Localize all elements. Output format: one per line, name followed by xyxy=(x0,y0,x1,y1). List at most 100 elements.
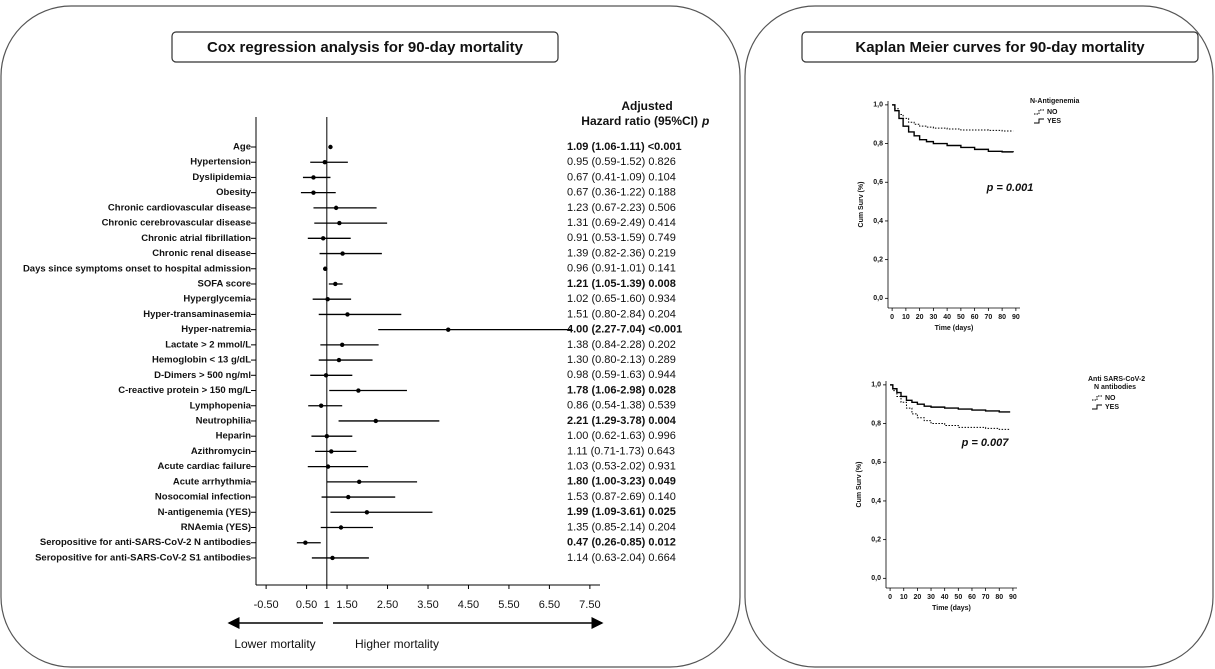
x-tick-label: 5.50 xyxy=(498,599,519,611)
y-tick-label: 1,0 xyxy=(871,382,881,389)
legend-symbol xyxy=(1092,404,1102,410)
row-label: Acute arrhythmia xyxy=(173,476,252,487)
point-estimate xyxy=(325,464,331,469)
x-tick-label: 2.50 xyxy=(377,599,398,611)
y-tick-label: 0,8 xyxy=(873,140,883,147)
point-estimate xyxy=(328,144,333,150)
x-tick-label: -0.50 xyxy=(254,599,279,611)
value-label: 4.00 (2.27-7.04) <0.001 xyxy=(567,324,682,336)
point-estimate xyxy=(333,281,338,287)
x-tick-label: 50 xyxy=(957,314,965,321)
point-estimate xyxy=(364,510,370,515)
legend-label: YES xyxy=(1105,404,1119,411)
value-label: 0.67 (0.41-1.09) 0.104 xyxy=(567,171,676,183)
value-label: 1.02 (0.65-1.60) 0.934 xyxy=(567,293,676,305)
title-box xyxy=(801,31,1199,63)
point-estimate xyxy=(311,190,316,195)
x-tick-label: 80 xyxy=(998,314,1006,321)
x-tick-label: 30 xyxy=(929,314,937,321)
row-label: Lymphopenia xyxy=(190,400,252,411)
point-estimate xyxy=(311,175,316,180)
column-header-p: p xyxy=(701,114,709,128)
chart-title: Cox regression analysis for 90-day morta… xyxy=(207,39,524,56)
y-tick-label: 0,4 xyxy=(873,218,883,225)
x-tick-label: 4.50 xyxy=(458,599,479,611)
x-tick-label: 40 xyxy=(941,594,949,601)
value-label: 0.91 (0.53-1.59) 0.749 xyxy=(567,232,676,244)
survival-curve xyxy=(892,104,1014,153)
point-estimate xyxy=(357,479,362,485)
point-estimate xyxy=(320,236,326,241)
legend-symbol xyxy=(1034,109,1044,115)
value-label: 1.30 (0.80-2.13) 0.289 xyxy=(567,354,676,366)
value-label: 1.11 (0.71-1.73) 0.643 xyxy=(567,445,675,457)
value-label: 1.39 (0.82-2.36) 0.219 xyxy=(567,247,676,259)
x-tick-label: 0 xyxy=(888,594,892,601)
x-tick-label: 30 xyxy=(927,594,935,601)
value-label: 0.86 (0.54-1.38) 0.539 xyxy=(567,400,676,412)
y-tick-label: 0,2 xyxy=(871,536,881,543)
x-tick-label: 90 xyxy=(1009,594,1017,601)
row-label: N-antigenemia (YES) xyxy=(158,507,251,518)
point-estimate xyxy=(329,449,334,454)
point-estimate xyxy=(340,251,345,256)
survival-curve xyxy=(890,384,1011,430)
y-axis-title: Cum Surv (%) xyxy=(858,182,865,228)
row-label: Hyper-natremia xyxy=(181,324,251,335)
row-label: Hemoglobin < 13 g/dL xyxy=(152,355,251,366)
value-label: 1.31 (0.69-2.49) 0.414 xyxy=(567,217,676,229)
left-panel xyxy=(0,5,741,668)
row-label: Chronic cardiovascular disease xyxy=(108,202,251,213)
row-label: Chronic cerebrovascular disease xyxy=(102,218,251,229)
value-label: 1.53 (0.87-2.69) 0.140 xyxy=(567,491,676,503)
point-estimate xyxy=(338,525,344,530)
x-tick-label: 60 xyxy=(968,594,976,601)
row-label: Dyslipidemia xyxy=(192,172,251,183)
row-label: Acute cardiac failure xyxy=(158,461,251,472)
legend-label: NO xyxy=(1105,395,1116,402)
point-estimate xyxy=(333,205,339,211)
point-estimate xyxy=(324,433,330,439)
x-tick-label: 6.50 xyxy=(539,599,560,611)
x-tick-label: 50 xyxy=(954,594,962,601)
right-panel xyxy=(744,5,1214,668)
survival-curve xyxy=(890,384,1011,413)
x-tick-label: 40 xyxy=(943,314,951,321)
value-label: 1.80 (1.00-3.23) 0.049 xyxy=(567,476,676,488)
title-box xyxy=(171,31,559,63)
row-label: Hypertension xyxy=(190,157,251,168)
point-estimate xyxy=(373,418,378,424)
column-header: Adjusted xyxy=(621,99,672,113)
point-estimate xyxy=(340,342,345,348)
x-tick-label: 60 xyxy=(971,314,979,321)
y-tick-label: 0,2 xyxy=(873,256,883,263)
x-tick-label: 20 xyxy=(916,314,924,321)
point-estimate xyxy=(330,555,335,561)
point-estimate xyxy=(346,494,351,500)
row-label: D-Dimers > 500 ng/ml xyxy=(154,370,251,381)
x-tick-label: 70 xyxy=(984,314,992,321)
row-label: RNAemia (YES) xyxy=(181,522,251,533)
value-label: 0.47 (0.26-0.85) 0.012 xyxy=(567,537,676,549)
x-tick-label: 20 xyxy=(913,594,921,601)
y-tick-label: 0,8 xyxy=(871,420,881,427)
x-tick-label: 1.50 xyxy=(336,599,357,611)
value-label: 1.03 (0.53-2.02) 0.931 xyxy=(567,461,676,473)
y-tick-label: 0,4 xyxy=(871,498,881,505)
point-estimate xyxy=(323,373,329,378)
row-label: Seropositive for anti-SARS-CoV-2 S1 anti… xyxy=(35,552,251,563)
legend-title: N antibodies xyxy=(1094,384,1136,391)
point-estimate xyxy=(318,403,324,408)
x-axis-title: Time (days) xyxy=(935,325,974,332)
row-label: Age xyxy=(233,142,251,153)
x-tick-label: 80 xyxy=(995,594,1003,601)
point-estimate xyxy=(303,540,308,545)
survival-curve xyxy=(892,104,1014,132)
column-header: Hazard ratio (95%CI) xyxy=(581,114,698,128)
value-label: 1.09 (1.06-1.11) <0.001 xyxy=(567,141,682,153)
point-estimate xyxy=(336,357,342,363)
x-tick-label: 0 xyxy=(890,314,894,321)
x-tick-label: 1 xyxy=(324,599,330,611)
y-tick-label: 0,0 xyxy=(871,575,881,582)
